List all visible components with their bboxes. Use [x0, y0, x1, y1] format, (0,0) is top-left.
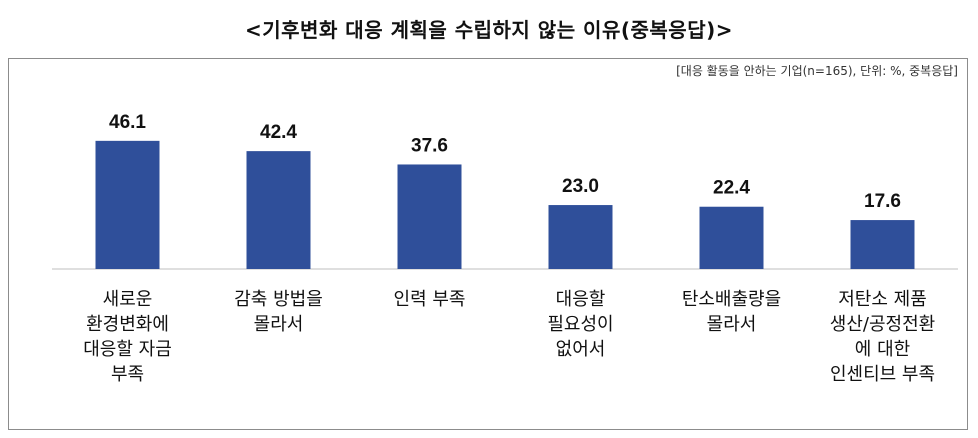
- category-label: 대응할 자금: [83, 339, 172, 360]
- bar: [95, 140, 160, 269]
- bar: [699, 206, 764, 269]
- category-label: 생산/공정전환: [830, 314, 935, 335]
- data-label: 23.0: [562, 176, 599, 197]
- category-label: 몰라서: [707, 314, 757, 335]
- category-label: 부족: [111, 364, 144, 385]
- category-label: 필요성이: [547, 314, 613, 335]
- category-label: 감축 방법을: [234, 289, 323, 310]
- data-label: 37.6: [411, 135, 448, 156]
- category-label: 환경변화에: [86, 314, 169, 335]
- category-label: 새로운: [103, 289, 153, 310]
- category-label: 대응할: [556, 289, 606, 310]
- category-label: 에 대한: [855, 339, 910, 360]
- category-label: 몰라서: [254, 314, 304, 335]
- category-label: 인센티브 부족: [830, 364, 935, 385]
- data-label: 22.4: [713, 178, 750, 199]
- category-label: 인력 부족: [394, 289, 466, 310]
- category-label: 저탄소 제품: [838, 289, 927, 310]
- data-label: 42.4: [260, 122, 297, 143]
- data-label: 46.1: [109, 112, 146, 133]
- bar: [397, 164, 462, 269]
- category-label: 탄소배출량을: [682, 289, 781, 310]
- chart-frame: [8, 58, 968, 430]
- bar: [548, 205, 613, 269]
- data-label: 17.6: [864, 191, 901, 212]
- chart-title: <기후변화 대응 계획을 수립하지 않는 이유(중복응답)>: [244, 18, 733, 42]
- chart-note: [대응 활동을 안하는 기업(n=165), 단위: %, 중복응답]: [676, 64, 958, 78]
- bar: [850, 220, 915, 269]
- category-label: 없어서: [556, 339, 606, 360]
- bar: [246, 151, 311, 269]
